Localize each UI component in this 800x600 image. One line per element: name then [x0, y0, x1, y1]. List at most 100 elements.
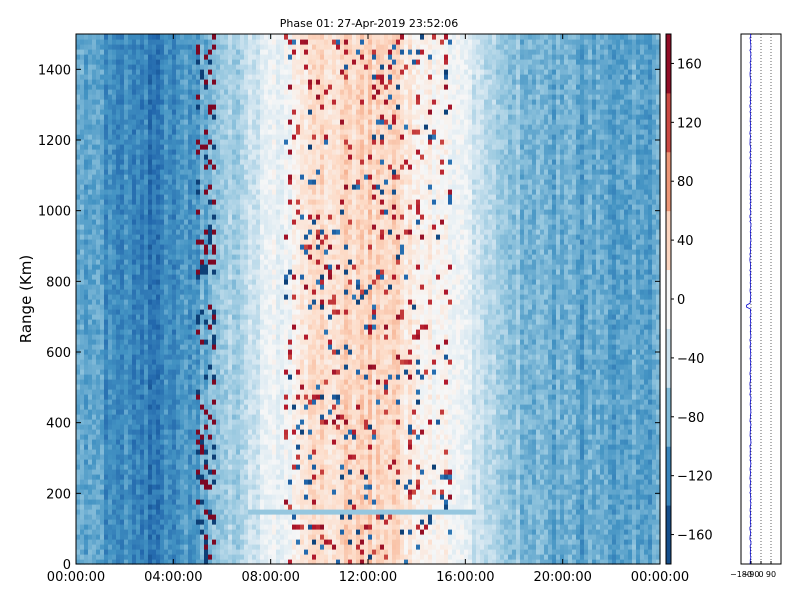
heatmap-cell — [208, 214, 213, 220]
heatmap-cell — [168, 264, 173, 270]
heatmap-cell — [228, 229, 233, 235]
heatmap-cell — [172, 84, 177, 90]
heatmap-cell — [112, 484, 117, 490]
heatmap-cell — [256, 379, 261, 385]
heatmap-cell — [164, 454, 169, 460]
heatmap-cell — [216, 69, 221, 75]
heatmap-cell — [216, 514, 221, 520]
heatmap-cell — [232, 44, 237, 50]
heatmap-cell — [224, 214, 229, 220]
heatmap-cell — [132, 294, 137, 300]
heatmap-cell — [232, 69, 237, 75]
heatmap-cell — [160, 249, 165, 255]
heatmap-cell — [172, 379, 177, 385]
heatmap-cell — [92, 334, 97, 340]
heatmap-cell — [140, 344, 145, 350]
heatmap-cell — [220, 339, 225, 345]
heatmap-cell — [128, 439, 133, 445]
heatmap-cell — [164, 194, 169, 200]
heatmap-cell — [176, 504, 181, 510]
heatmap-cell — [80, 404, 85, 410]
heatmap-cell — [124, 214, 129, 220]
heatmap-cell — [108, 74, 113, 80]
heatmap-cell — [124, 84, 129, 90]
heatmap-cell — [168, 369, 173, 375]
heatmap-cell — [240, 394, 245, 400]
heatmap-cell — [176, 509, 181, 515]
heatmap-cell — [240, 239, 245, 245]
heatmap-cell — [100, 299, 105, 305]
heatmap-cell — [144, 444, 149, 450]
heatmap-cell — [200, 479, 205, 485]
heatmap-cell — [104, 344, 109, 350]
heatmap-cell — [116, 284, 121, 290]
heatmap-cell — [204, 474, 209, 480]
heatmap-cell — [100, 549, 105, 555]
heatmap-cell — [196, 109, 201, 115]
heatmap-cell — [248, 469, 253, 475]
heatmap-cell — [216, 289, 221, 295]
heatmap-cell — [140, 349, 145, 355]
heatmap-cell — [120, 334, 125, 340]
heatmap-cell — [232, 489, 237, 495]
heatmap-cell — [92, 79, 97, 85]
heatmap-cell — [140, 389, 145, 395]
heatmap-cell — [220, 294, 225, 300]
heatmap-cell — [228, 469, 233, 475]
heatmap-cell — [196, 99, 201, 105]
heatmap-cell — [188, 49, 193, 55]
heatmap-cell — [100, 129, 105, 135]
heatmap-cell — [124, 469, 129, 475]
heatmap-cell — [216, 299, 221, 305]
heatmap-cell — [112, 34, 117, 40]
heatmap-cell — [164, 389, 169, 395]
heatmap-cell — [240, 379, 245, 385]
heatmap-cell — [256, 394, 261, 400]
heatmap-cell — [124, 99, 129, 105]
heatmap-cell — [156, 194, 161, 200]
heatmap-cell — [204, 329, 209, 335]
heatmap-cell — [224, 139, 229, 145]
heatmap-cell — [244, 194, 249, 200]
heatmap-cell — [184, 524, 189, 530]
heatmap-cell — [144, 334, 149, 340]
heatmap-cell — [160, 124, 165, 130]
heatmap-cell — [156, 234, 161, 240]
heatmap-cell — [176, 364, 181, 370]
heatmap-cell — [216, 539, 221, 545]
heatmap-cell — [232, 354, 237, 360]
heatmap-cell — [244, 229, 249, 235]
heatmap-cell — [188, 194, 193, 200]
heatmap-cell — [92, 364, 97, 370]
heatmap-cell — [76, 534, 81, 540]
heatmap-cell — [188, 429, 193, 435]
heatmap-cell — [140, 239, 145, 245]
heatmap-cell — [180, 149, 185, 155]
heatmap-cell — [264, 544, 269, 550]
heatmap-cell — [248, 514, 253, 520]
heatmap-cell — [128, 164, 133, 170]
heatmap-cell — [168, 54, 173, 60]
heatmap-cell — [196, 334, 201, 340]
heatmap-cell — [180, 324, 185, 330]
heatmap-cell — [168, 34, 173, 40]
heatmap-cell — [96, 409, 101, 415]
heatmap-cell — [224, 509, 229, 515]
heatmap-cell — [92, 39, 97, 45]
heatmap-cell — [116, 484, 121, 490]
heatmap-cell — [160, 214, 165, 220]
heatmap-cell — [236, 409, 241, 415]
heatmap-cell — [156, 114, 161, 120]
heatmap-cell — [192, 544, 197, 550]
heatmap-cell — [80, 369, 85, 375]
heatmap-cell — [200, 429, 205, 435]
heatmap-cell — [184, 529, 189, 535]
heatmap-cell — [92, 414, 97, 420]
heatmap-cell — [248, 544, 253, 550]
heatmap-cell — [116, 259, 121, 265]
heatmap-cell — [84, 149, 89, 155]
heatmap-cell — [84, 279, 89, 285]
heatmap-cell — [124, 119, 129, 125]
heatmap-cell — [224, 189, 229, 195]
heatmap-cell — [128, 74, 133, 80]
